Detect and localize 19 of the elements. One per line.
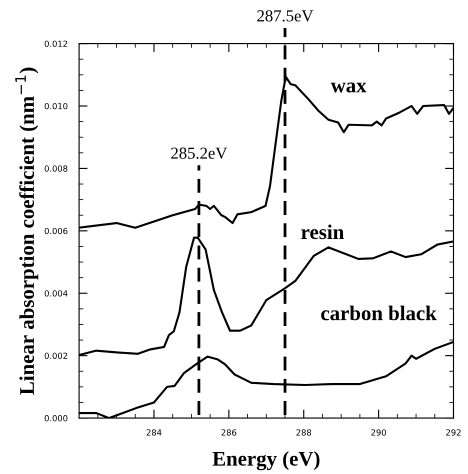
y-tick-label: 0.002 (44, 352, 68, 359)
x-tick-label: 288 (296, 429, 312, 436)
x-tick-label: 290 (371, 429, 386, 436)
ref-line-label: 287.5eV (257, 10, 314, 22)
legend-label: carbon black (321, 306, 437, 320)
y-axis-title: Linear absorption coefficient (nm$^{−1}$) (15, 68, 38, 395)
y-tick-label: 0.004 (44, 290, 68, 297)
series-label: wax (330, 82, 366, 93)
y-tick-label: 0.000 (44, 415, 68, 422)
y-tick-label: 0.008 (44, 165, 68, 172)
y-tick-label: 0.012 (44, 40, 68, 47)
y-tick-label: 0.010 (44, 103, 68, 110)
x-tick-label: 286 (222, 429, 236, 436)
y-tick-label: 0.006 (44, 228, 68, 234)
x-tick-label: 284 (146, 429, 162, 436)
x-axis-title: Energy (eV) (212, 451, 320, 470)
x-tick-label: 292 (446, 429, 461, 436)
series-label: resin (301, 224, 344, 240)
ref-line-label: 285.2eV (171, 148, 228, 159)
